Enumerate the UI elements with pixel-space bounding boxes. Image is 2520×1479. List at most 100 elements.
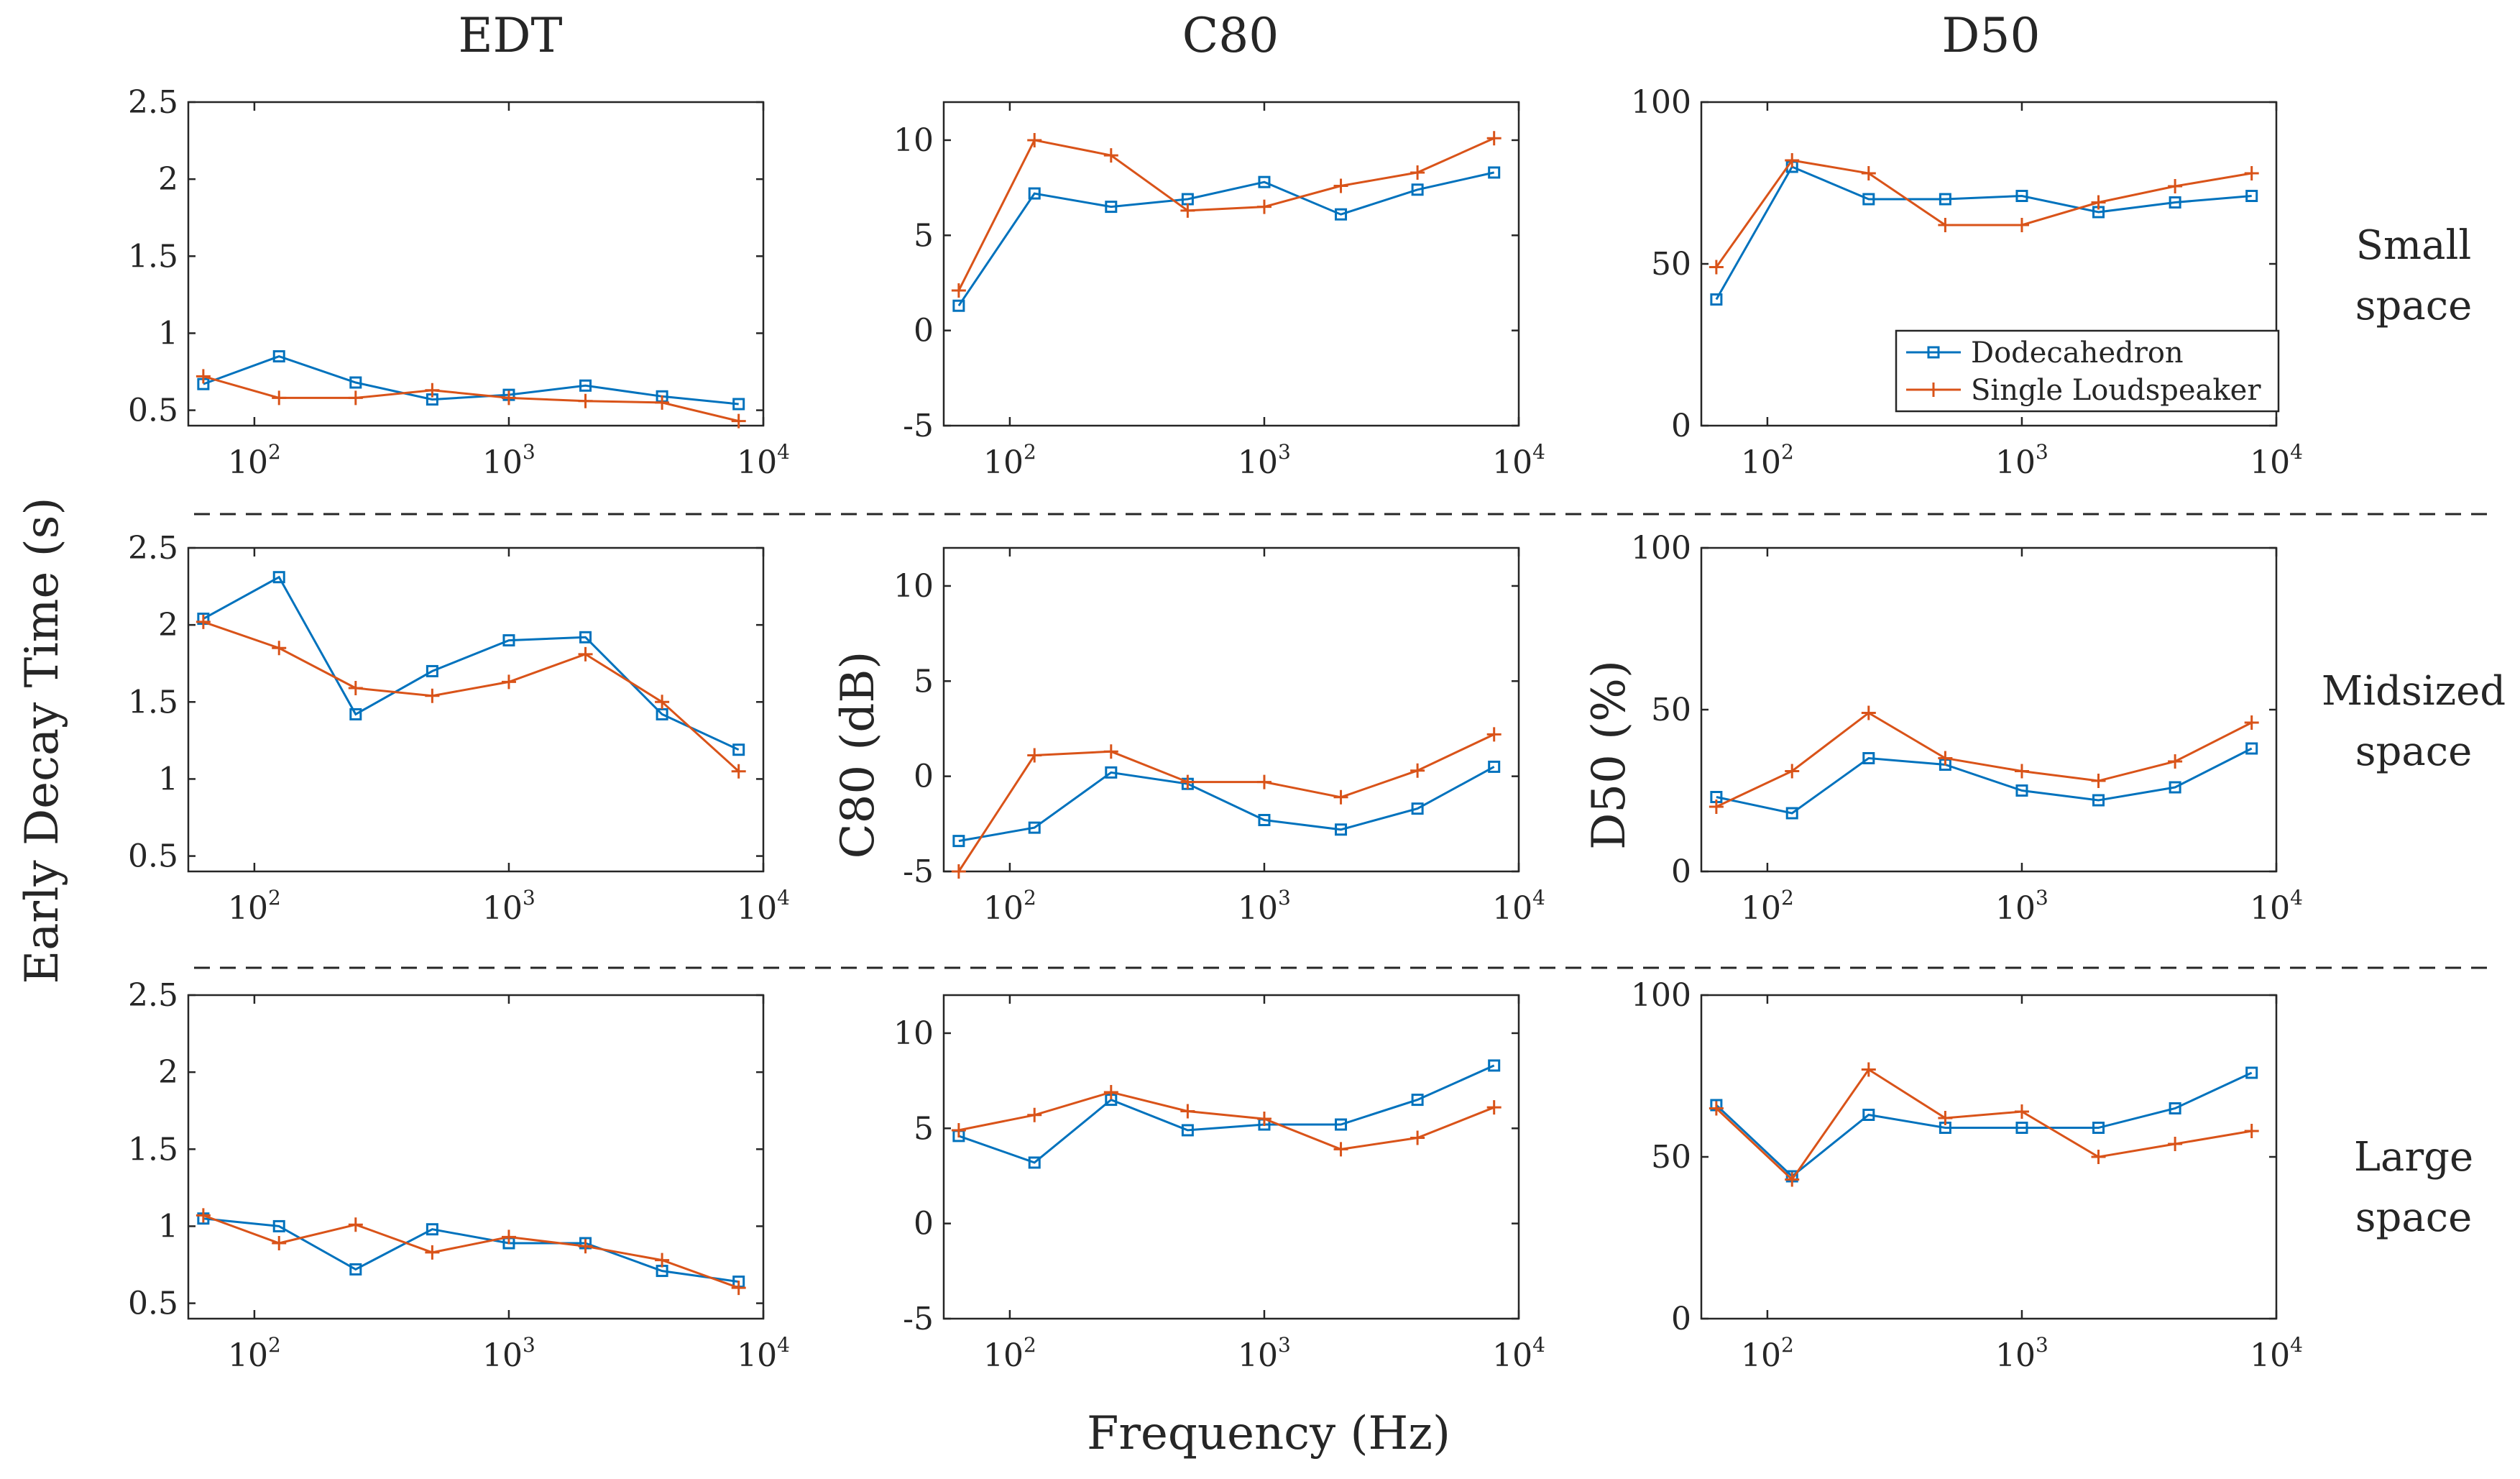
panel-edt-r1: 0.5 1 1.5 2 2.5 102 103 104: [128, 84, 790, 481]
panel-c80-r3-single-loudspeaker-line: [958, 1091, 1495, 1150]
panel-edt-r1-single-loudspeaker-point-2: [348, 390, 363, 406]
panel-d50-r1-ytick-label-1: 50: [1651, 246, 1691, 283]
panel-c80-r2-single-loudspeaker-point-6: [1410, 763, 1425, 778]
panel-d50-r2-ytick-label-1: 50: [1651, 692, 1691, 728]
panel-d50-r3-ytick-label-0: 0: [1671, 1301, 1691, 1337]
panel-edt-r1-dodecahedron-point-7: [732, 398, 745, 411]
panel-c80-r3-single-loudspeaker-point-4: [1256, 1112, 1272, 1127]
panel-c80-r1: -5 0 5 10 102 103 104: [893, 101, 1545, 481]
panel-d50-r3: 0 50 100 102 103 104: [1631, 977, 2303, 1374]
panel-d50-r1-single-loudspeaker-point-2: [1861, 166, 1876, 180]
panel-d50-r1-xtick-label-1: 103: [1995, 440, 2048, 481]
panel-c80-r1-single-loudspeaker-point-6: [1410, 165, 1425, 180]
panel-edt-r3-ytick-label-4: 2.5: [128, 977, 178, 1014]
panel-d50-r1-single-loudspeaker-point-5: [2091, 195, 2106, 210]
panel-c80-r2-dodecahedron-point-6: [1411, 802, 1424, 815]
panel-c80-r3-single-loudspeaker-point-5: [1333, 1142, 1348, 1157]
panel-c80-r3-xtick-label-0: 102: [983, 1333, 1036, 1374]
row-label-small-1: Small: [2356, 222, 2472, 269]
panel-d50-r2: 0 50 100 102 103 104: [1631, 530, 2303, 927]
panel-c80-r3-ytick-label-0: -5: [903, 1301, 934, 1337]
panel-d50-r2-xtick-label-2: 104: [2250, 886, 2303, 927]
panel-d50-r1-single-loudspeaker-point-7: [2244, 166, 2259, 180]
panel-c80-r1-dodecahedron-point-1: [1028, 187, 1041, 200]
panel-edt-r3-frame: [187, 994, 765, 1320]
legend: Dodecahedron Single Loudspeaker: [1895, 329, 2280, 413]
panel-c80-r2-ytick-label-3: 10: [893, 568, 934, 605]
panel-c80-r2-dodecahedron-point-4: [1258, 814, 1271, 827]
panel-edt-r3-ytick-label-2: 1.5: [128, 1131, 178, 1168]
panel-edt-r1-xtick-label-2: 104: [737, 440, 790, 481]
panel-d50-r2-single-loudspeaker-point-4: [2014, 764, 2029, 779]
panel-c80-r2-single-loudspeaker-point-1: [1027, 748, 1042, 763]
panel-c80-r1-single-loudspeaker-point-2: [1103, 148, 1118, 163]
panel-d50-r2-dodecahedron-point-6: [2169, 781, 2181, 794]
panel-d50-r1-single-loudspeaker-point-3: [1938, 218, 1953, 232]
panel-d50-r3-frame: [1700, 994, 2278, 1320]
ylabel-c80: C80 (dB): [832, 651, 885, 859]
row-label-mid-1: Midsized: [2322, 668, 2506, 715]
panel-c80-r1-ytick-label-3: 10: [893, 122, 934, 159]
panel-d50-r2-single-loudspeaker-point-6: [2168, 754, 2183, 769]
panel-c80-r1-ytick-label-2: 5: [914, 217, 934, 254]
panel-c80-r3-dodecahedron-point-6: [1411, 1094, 1424, 1107]
panel-d50-r1-xtick-label-0: 102: [1741, 440, 1794, 481]
panel-c80-r2-single-loudspeaker-point-3: [1180, 774, 1195, 789]
col-title-edt: EDT: [458, 8, 562, 63]
panel-c80-r2-single-loudspeaker-point-2: [1103, 744, 1118, 759]
panel-c80-r1-dodecahedron-point-6: [1411, 183, 1424, 196]
panel-c80-r2-single-loudspeaker-line: [957, 733, 1495, 872]
panel-c80-r2-ytick-label-0: -5: [903, 853, 934, 890]
panel-d50-r2-ytick-label-0: 0: [1671, 853, 1691, 890]
panel-c80-r1-single-loudspeaker-point-4: [1256, 199, 1272, 214]
panel-c80-r2-ytick-label-1: 0: [914, 759, 934, 795]
panel-d50-r1-ytick-label-2: 100: [1631, 84, 1691, 121]
xlabel: Frequency (Hz): [1087, 1407, 1450, 1460]
panel-d50-r3-dodecahedron-line: [1715, 1071, 2253, 1178]
panel-c80-r1-dodecahedron-point-4: [1258, 175, 1271, 188]
panel-c80-r2-dodecahedron-point-0: [952, 835, 965, 848]
panel-c80-r3-dodecahedron-point-7: [1488, 1059, 1501, 1072]
panel-edt-r2-single-loudspeaker-point-0: [196, 614, 211, 629]
panel-edt-r2-single-loudspeaker-point-6: [655, 695, 670, 710]
panel-d50-r1-xtick-label-2: 104: [2250, 440, 2303, 481]
panel-edt-r2-single-loudspeaker-point-1: [272, 641, 287, 656]
panel-d50-r3-single-loudspeaker-point-6: [2168, 1137, 2183, 1151]
panel-c80-r3-xtick-label-2: 104: [1492, 1333, 1545, 1374]
panel-c80-r2-single-loudspeaker-point-4: [1256, 774, 1272, 789]
panel-d50-r3-xtick-label-0: 102: [1741, 1333, 1794, 1374]
panel-c80-r1-frame: [942, 101, 1520, 427]
panel-edt-r2-ytick-label-2: 1.5: [128, 684, 178, 720]
panel-c80-r1-dodecahedron-point-0: [952, 299, 965, 312]
panel-c80-r2-dodecahedron-line: [958, 766, 1495, 843]
panel-c80-r3-single-loudspeaker-point-6: [1410, 1130, 1425, 1145]
panel-d50-r2-single-loudspeaker-point-5: [2091, 774, 2106, 788]
panel-d50-r3-dodecahedron-point-4: [2015, 1122, 2028, 1134]
panel-c80-r1-single-loudspeaker-point-7: [1486, 131, 1502, 146]
panel-edt-r2-frame: [187, 546, 765, 873]
panel-edt-r1-ytick-label-3: 2: [158, 161, 178, 198]
panel-edt-r3-xtick-label-2: 104: [737, 1333, 790, 1374]
panel-edt-r1-dodecahedron-point-5: [579, 379, 592, 392]
legend-marker-dodecahedron: [1927, 346, 1940, 359]
panel-edt-r3-single-loudspeaker-point-1: [272, 1236, 287, 1250]
panel-d50-r1-dodecahedron-line: [1715, 165, 2252, 301]
panel-c80-r3-ytick-label-1: 0: [914, 1206, 934, 1242]
panel-c80-r1-xtick-label-1: 103: [1238, 440, 1291, 481]
panel-edt-r1-frame: [187, 101, 765, 427]
panel-c80-r2-single-loudspeaker-point-7: [1486, 727, 1502, 742]
row-label-small-2: space: [2355, 283, 2472, 329]
panel-edt-r2-dodecahedron-point-4: [502, 634, 515, 647]
panel-edt-r1-xtick-label-0: 102: [228, 440, 281, 481]
panel-d50-r1-dodecahedron-point-7: [2245, 190, 2258, 202]
panel-c80-r1-single-loudspeaker-point-0: [951, 283, 966, 298]
panel-d50-r3-single-loudspeaker-point-5: [2091, 1150, 2106, 1164]
panel-edt-r2-dodecahedron-point-2: [349, 708, 362, 720]
panel-d50-r2-xtick-label-0: 102: [1741, 886, 1794, 927]
panel-edt-r2-single-loudspeaker-point-7: [731, 764, 746, 779]
panel-d50-r2-single-loudspeaker-point-3: [1938, 751, 1953, 766]
panel-edt-r1-single-loudspeaker-point-7: [731, 413, 746, 429]
legend-label-dodecahedron: Dodecahedron: [1971, 336, 2184, 370]
panel-edt-r1-ytick-label-1: 1: [158, 315, 178, 352]
panel-d50-r1-dodecahedron-point-2: [1862, 193, 1875, 206]
